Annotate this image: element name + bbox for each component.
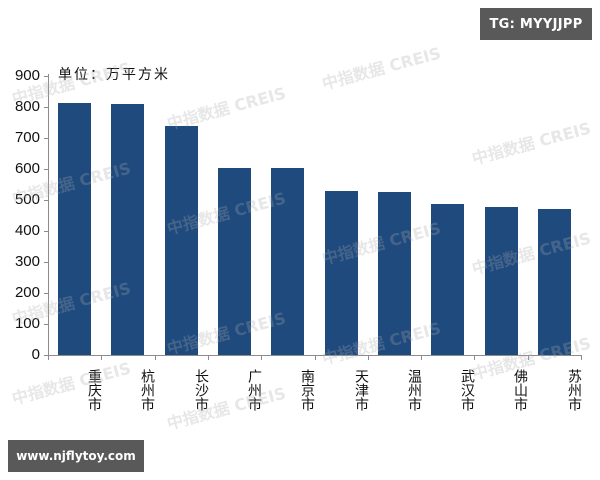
bar [485, 207, 518, 355]
y-tick [44, 293, 48, 294]
bar [218, 168, 251, 355]
x-tick-label: 武汉市 [459, 369, 475, 411]
x-tick [261, 355, 262, 360]
y-tick-label: 900 [14, 67, 40, 84]
x-tick [208, 355, 209, 360]
tg-badge: TG: MYYJJPP [480, 8, 592, 40]
y-tick [44, 355, 48, 356]
watermark: 中指数据 CREIS [320, 43, 443, 94]
x-tick-label: 温州市 [406, 369, 422, 411]
bar [271, 168, 304, 355]
x-tick-label: 南京市 [299, 369, 315, 411]
y-tick [44, 262, 48, 263]
x-tick-label: 苏州市 [566, 369, 582, 411]
y-tick [44, 138, 48, 139]
y-tick-label: 100 [14, 315, 40, 332]
x-tick [581, 355, 582, 360]
bar [378, 192, 411, 355]
x-tick [528, 355, 529, 360]
x-tick [474, 355, 475, 360]
y-axis [48, 74, 49, 356]
y-tick-label: 500 [14, 191, 40, 208]
x-tick [155, 355, 156, 360]
y-tick-label: 200 [14, 284, 40, 301]
x-tick-label: 天津市 [353, 369, 369, 411]
x-tick [101, 355, 102, 360]
x-tick [421, 355, 422, 360]
bar [111, 104, 144, 355]
y-tick [44, 107, 48, 108]
y-tick [44, 76, 48, 77]
watermark: 中指数据 CREIS [470, 118, 593, 169]
x-tick-label: 广州市 [246, 369, 262, 411]
x-tick [315, 355, 316, 360]
x-tick-label: 杭州市 [139, 369, 155, 411]
bar [431, 204, 464, 355]
x-tick-label: 佛山市 [512, 369, 528, 411]
x-tick [368, 355, 369, 360]
site-badge: www.njflytoy.com [8, 440, 144, 472]
bar [165, 126, 198, 355]
x-tick [48, 355, 49, 360]
y-tick [44, 231, 48, 232]
x-tick-label: 长沙市 [193, 369, 209, 411]
bar [538, 209, 571, 355]
y-tick-label: 800 [14, 98, 40, 115]
x-tick-label: 重庆市 [86, 369, 102, 411]
y-tick [44, 200, 48, 201]
y-tick-label: 0 [31, 346, 40, 363]
y-tick [44, 324, 48, 325]
y-tick [44, 169, 48, 170]
bar [58, 103, 91, 355]
bar [325, 191, 358, 355]
y-tick-label: 600 [14, 160, 40, 177]
unit-label: 单位：万平方米 [58, 67, 170, 83]
y-tick-label: 400 [14, 222, 40, 239]
y-tick-label: 700 [14, 129, 40, 146]
y-tick-label: 300 [14, 253, 40, 270]
